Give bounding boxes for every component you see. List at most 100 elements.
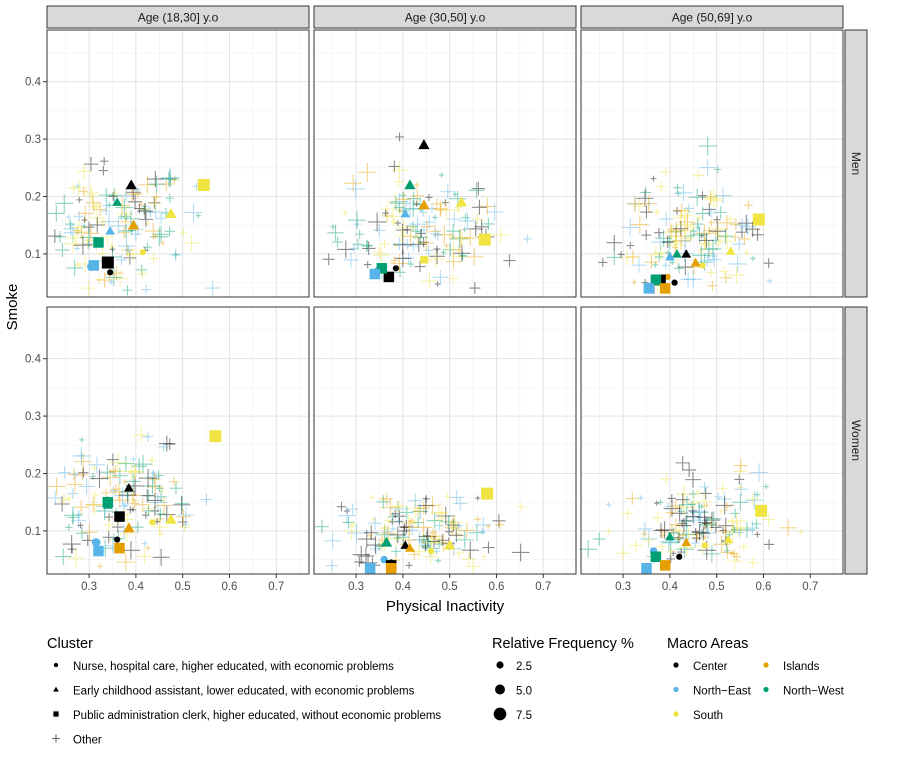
panel-background	[581, 30, 843, 297]
y-tick-label: 0.2	[25, 192, 41, 204]
other-point	[679, 532, 686, 539]
other-point	[125, 246, 132, 253]
other-point	[381, 210, 394, 222]
other-point	[638, 495, 644, 501]
other-point	[708, 222, 727, 240]
other-point	[606, 249, 623, 266]
other-point	[427, 250, 445, 268]
other-point	[124, 249, 134, 259]
other-point	[380, 525, 396, 541]
other-point	[625, 491, 639, 506]
other-point	[64, 234, 83, 253]
other-point	[63, 223, 83, 242]
other-point	[83, 238, 94, 249]
other-point	[747, 557, 758, 568]
cluster-point-square	[102, 496, 114, 508]
other-point	[122, 212, 131, 221]
other-point	[699, 237, 713, 251]
other-point	[737, 484, 744, 491]
other-point	[363, 525, 379, 541]
other-point	[47, 205, 65, 222]
other-point	[474, 515, 482, 523]
other-point	[724, 547, 730, 554]
other-point	[642, 534, 655, 546]
other-point	[689, 502, 708, 521]
other-point	[671, 231, 691, 250]
cluster-point-square	[643, 283, 655, 294]
other-point	[418, 527, 437, 546]
panel-background	[47, 307, 309, 574]
other-point	[449, 490, 465, 505]
legend-key-square	[53, 711, 59, 717]
other-point	[121, 501, 129, 509]
other-point	[396, 518, 402, 524]
other-point	[687, 496, 701, 510]
other-point	[90, 490, 100, 500]
other-point	[152, 232, 159, 240]
other-point	[155, 213, 167, 224]
other-point	[455, 232, 469, 246]
other-point	[713, 229, 727, 243]
other-point	[78, 186, 89, 197]
other-point	[400, 506, 414, 519]
other-point	[81, 280, 96, 296]
other-point	[422, 531, 432, 541]
facet-strip-column	[580, 5, 844, 29]
y-tick-label: 0.1	[25, 249, 41, 261]
other-point	[715, 496, 734, 515]
legend-label-area: North−West	[783, 686, 845, 698]
other-point	[431, 198, 443, 210]
other-point	[677, 258, 694, 276]
panel-border	[580, 29, 844, 298]
other-point	[401, 200, 419, 218]
other-point	[112, 521, 124, 533]
other-point	[175, 496, 189, 511]
other-point	[640, 195, 658, 212]
other-point	[436, 506, 456, 526]
x-tick-label: 0.6	[755, 581, 771, 593]
other-point	[200, 493, 213, 506]
other-point	[75, 183, 81, 189]
other-point	[474, 219, 489, 234]
x-tick-label: 0.3	[81, 581, 97, 593]
other-point	[161, 171, 177, 187]
other-point	[88, 200, 101, 213]
other-point	[669, 499, 682, 513]
other-point	[690, 503, 709, 522]
other-point	[684, 270, 703, 289]
other-point	[731, 526, 738, 534]
other-point	[63, 506, 82, 525]
legend-key-triangle	[53, 686, 59, 692]
other-point	[692, 218, 704, 230]
other-point	[666, 547, 676, 557]
cluster-point-square	[478, 233, 491, 246]
other-point	[753, 491, 761, 498]
x-tick-label: 0.6	[488, 581, 504, 593]
other-point	[115, 198, 134, 217]
other-point	[708, 219, 715, 226]
other-point	[70, 179, 88, 197]
other-point	[82, 235, 93, 246]
other-point	[144, 222, 162, 240]
cluster-point-circle	[664, 273, 671, 281]
other-point	[399, 191, 407, 199]
other-point	[441, 199, 449, 206]
other-point	[350, 244, 358, 253]
legend-label-area: Center	[693, 661, 728, 673]
cluster-point-circle	[676, 553, 683, 560]
legend-label-cluster: Public administration clerk, higher educ…	[73, 710, 441, 722]
other-point	[379, 238, 390, 249]
other-point	[77, 452, 85, 460]
other-point	[732, 237, 746, 251]
other-point	[429, 225, 442, 238]
other-point	[408, 215, 427, 234]
other-point	[718, 508, 725, 514]
other-point	[678, 212, 697, 232]
other-point	[102, 531, 115, 544]
other-point	[395, 517, 404, 526]
other-point	[147, 492, 163, 508]
cluster-point-square	[197, 179, 210, 192]
other-point	[393, 534, 401, 542]
other-point	[767, 278, 773, 284]
other-point	[408, 548, 420, 561]
